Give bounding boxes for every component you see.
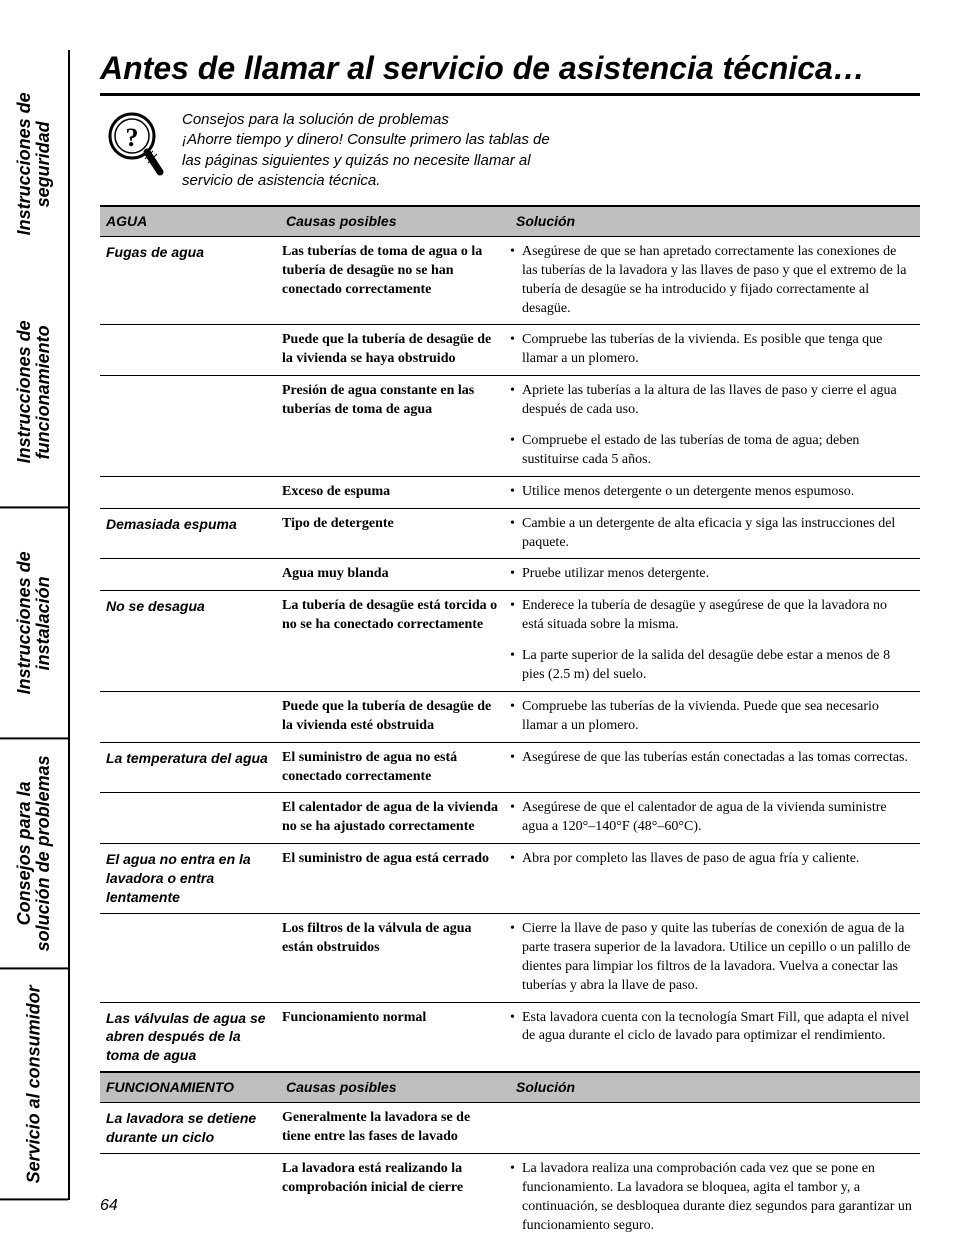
cause-cell: Presión de agua constante en las tubería… — [280, 376, 510, 426]
solution-cell: •Asegúrese de que el calentador de agua … — [510, 793, 920, 844]
solution-cell: •Cierre la llave de paso y quite las tub… — [510, 913, 920, 1002]
side-tab-safety: Instrucciones de seguridad — [0, 50, 68, 278]
solution-cell: •Asegúrese de que se han apretado correc… — [510, 236, 920, 325]
cause-cell: Funcionamiento normal — [280, 1002, 510, 1072]
cause-cell: La lavadora está realizando la comprobac… — [280, 1153, 510, 1241]
cause-cell — [280, 641, 510, 691]
cause-cell: El calentador de agua de la vivienda no … — [280, 793, 510, 844]
problem-cell: Las válvulas de agua se abren después de… — [100, 1002, 280, 1072]
page-number: 64 — [100, 1197, 118, 1215]
section-label: AGUA — [100, 206, 280, 236]
troubleshoot-table: AGUACausas posiblesSoluciónFugas de agua… — [100, 205, 920, 1241]
side-tabs: Instrucciones de seguridad Instrucciones… — [0, 50, 70, 1200]
cause-cell: Generalmente la lavadora se de tiene ent… — [280, 1103, 510, 1154]
problem-cell: No se desagua — [100, 591, 280, 641]
problem-cell: Demasiada espuma — [100, 508, 280, 559]
col-header-cause: Causas posibles — [280, 1072, 510, 1102]
cause-cell: Los filtros de la válvula de agua están … — [280, 913, 510, 1002]
cause-cell: Puede que la tubería de desagüe de la vi… — [280, 325, 510, 376]
page-title: Antes de llamar al servicio de asistenci… — [100, 50, 920, 96]
problem-cell — [100, 476, 280, 508]
magnifier-icon: ? — [104, 110, 164, 180]
side-tab-consumer: Servicio al consumidor — [0, 970, 68, 1200]
problem-cell — [100, 426, 280, 476]
solution-cell: •Compruebe las tuberías de la vivienda. … — [510, 691, 920, 742]
cause-cell: El suministro de agua está cerrado — [280, 844, 510, 914]
problem-cell — [100, 641, 280, 691]
col-header-cause: Causas posibles — [280, 206, 510, 236]
problem-cell — [100, 793, 280, 844]
section-label: FUNCIONAMIENTO — [100, 1072, 280, 1102]
solution-cell: •Pruebe utilizar menos detergente. — [510, 559, 920, 591]
side-tab-installation: Instrucciones de instalación — [0, 509, 68, 739]
solution-cell: •Enderece la tubería de desagüe y asegúr… — [510, 591, 920, 641]
solution-cell: •Abra por completo las llaves de paso de… — [510, 844, 920, 914]
problem-cell — [100, 913, 280, 1002]
svg-text:?: ? — [126, 123, 139, 152]
solution-cell: •Utilice menos detergente o un detergent… — [510, 476, 920, 508]
cause-cell — [280, 426, 510, 476]
solution-cell: •Esta lavadora cuenta con la tecnología … — [510, 1002, 920, 1072]
problem-cell — [100, 1153, 280, 1241]
problem-cell — [100, 691, 280, 742]
intro-text: Consejos para la solución de problemas ¡… — [182, 110, 552, 191]
main-content: Antes de llamar al servicio de asistenci… — [100, 50, 920, 1241]
solution-cell: •La lavadora realiza una comprobación ca… — [510, 1153, 920, 1241]
cause-cell: El suministro de agua no está conectado … — [280, 742, 510, 793]
problem-cell — [100, 376, 280, 426]
problem-cell: Fugas de agua — [100, 236, 280, 325]
cause-cell: Puede que la tubería de desagüe de la vi… — [280, 691, 510, 742]
problem-cell — [100, 559, 280, 591]
cause-cell: Exceso de espuma — [280, 476, 510, 508]
side-tab-troubleshooting: Consejos para la solución de problemas — [0, 739, 68, 969]
solution-cell: •Compruebe el estado de las tuberías de … — [510, 426, 920, 476]
solution-cell: •Compruebe las tuberías de la vivienda. … — [510, 325, 920, 376]
solution-cell — [510, 1103, 920, 1154]
problem-cell: La temperatura del agua — [100, 742, 280, 793]
solution-cell: •Cambie a un detergente de alta eficacia… — [510, 508, 920, 559]
solution-cell: •Asegúrese de que las tuberías están con… — [510, 742, 920, 793]
col-header-solution: Solución — [510, 206, 920, 236]
cause-cell: Las tuberías de toma de agua o la tuberí… — [280, 236, 510, 325]
cause-cell: La tubería de desagüe está torcida o no … — [280, 591, 510, 641]
intro-row: ? Consejos para la solución de problemas… — [100, 110, 920, 191]
cause-cell: Agua muy blanda — [280, 559, 510, 591]
problem-cell: El agua no entra en la lavadora o entra … — [100, 844, 280, 914]
intro-line1: Consejos para la solución de problemas — [182, 110, 552, 130]
problem-cell — [100, 325, 280, 376]
side-tab-operation: Instrucciones de funcionamiento — [0, 278, 68, 508]
solution-cell: •La parte superior de la salida del desa… — [510, 641, 920, 691]
problem-cell: La lavadora se detiene durante un ciclo — [100, 1103, 280, 1154]
intro-line2: ¡Ahorre tiempo y dinero! Consulte primer… — [182, 130, 552, 191]
cause-cell: Tipo de detergente — [280, 508, 510, 559]
solution-cell: •Apriete las tuberías a la altura de las… — [510, 376, 920, 426]
col-header-solution: Solución — [510, 1072, 920, 1102]
